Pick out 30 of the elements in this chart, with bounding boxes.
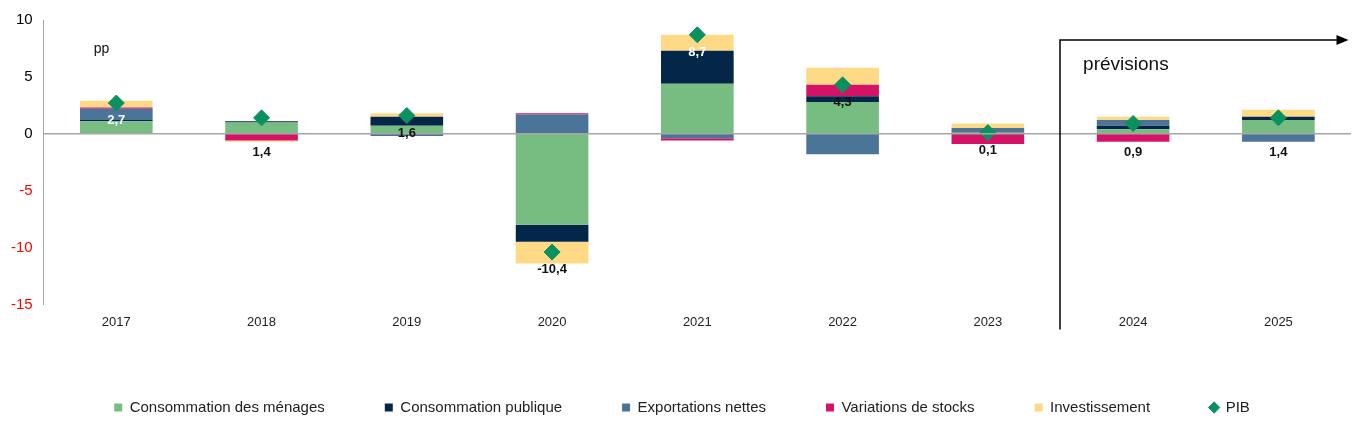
- x-tick-label: 2018: [247, 313, 277, 329]
- legend-label: Investissement: [1050, 397, 1151, 415]
- x-tick-label: 2024: [1118, 313, 1148, 329]
- y-tick-label: -10: [10, 237, 33, 255]
- legend-label: Variations de stocks: [841, 397, 975, 415]
- y-axis-title: pp: [93, 39, 110, 56]
- data-label: 0,9: [1124, 143, 1143, 159]
- data-label: 1,4: [252, 143, 272, 159]
- x-tick-label: 2017: [101, 313, 131, 329]
- data-label: -10,4: [537, 261, 568, 277]
- x-tick-label: 2025: [1263, 313, 1293, 329]
- y-tick-label: 10: [15, 10, 33, 28]
- y-tick-label: 0: [24, 123, 33, 141]
- data-label: 1,6: [397, 124, 416, 140]
- x-tick-label: 2023: [973, 313, 1003, 329]
- data-label: 1,4: [1269, 143, 1289, 159]
- legend-label: PIB: [1225, 397, 1250, 415]
- legend-label: Consommation des ménages: [129, 397, 325, 415]
- x-tick-label: 2020: [537, 313, 567, 329]
- x-tick-label: 2019: [392, 313, 422, 329]
- y-tick-label: -15: [10, 294, 33, 312]
- y-tick-label: 5: [24, 67, 33, 85]
- x-tick-label: 2022: [828, 313, 858, 329]
- legend-label: Exportations nettes: [637, 397, 766, 415]
- y-tick-label: -5: [19, 180, 33, 198]
- data-label: 2,7: [107, 112, 126, 128]
- data-label: 0,1: [978, 141, 997, 157]
- legend-label: Consommation publique: [400, 397, 563, 415]
- annotation: prévisions: [1083, 52, 1169, 74]
- x-tick-label: 2021: [682, 313, 712, 329]
